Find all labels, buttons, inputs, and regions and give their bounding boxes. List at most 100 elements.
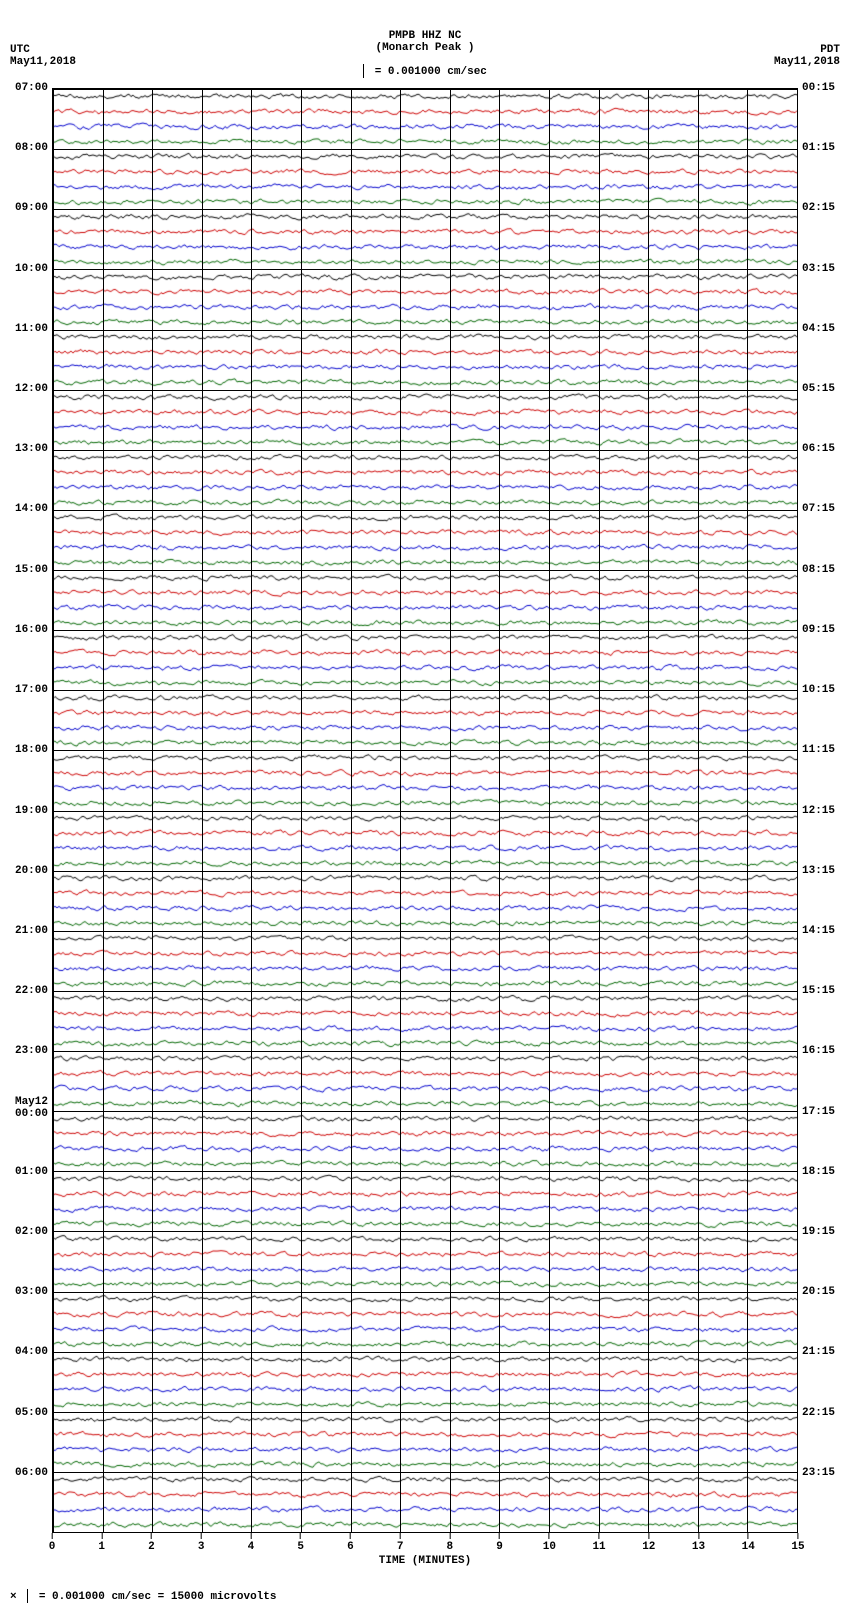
hgrid-line	[53, 390, 797, 391]
footer-prefix: ×	[10, 1591, 17, 1603]
x-tick: 5	[297, 1533, 304, 1553]
tz-right: PDT	[774, 44, 840, 56]
left-time-label: 16:00	[15, 624, 48, 636]
vgrid-line	[797, 89, 798, 1532]
scale-text: = 0.001000 cm/sec	[375, 66, 487, 78]
right-time-label: 00:15	[802, 82, 835, 94]
left-time-label: 12:00	[15, 383, 48, 395]
hgrid-line	[53, 1472, 797, 1473]
scale-legend: = 0.001000 cm/sec	[0, 64, 850, 78]
left-time-label: 23:00	[15, 1045, 48, 1057]
left-time-label: 15:00	[15, 564, 48, 576]
footer-scale: × = 0.001000 cm/sec = 15000 microvolts	[10, 1589, 276, 1603]
x-tick: 12	[642, 1533, 655, 1553]
left-time-labels: 07:0008:0009:0010:0011:0012:0013:0014:00…	[6, 88, 50, 1533]
right-time-label: 08:15	[802, 564, 835, 576]
right-time-label: 09:15	[802, 624, 835, 636]
right-time-label: 05:15	[802, 383, 835, 395]
right-time-label: 02:15	[802, 202, 835, 214]
footer-text: = 0.001000 cm/sec = 15000 microvolts	[39, 1591, 277, 1603]
x-tick: 13	[692, 1533, 705, 1553]
hgrid-line	[53, 991, 797, 992]
hgrid-line	[53, 750, 797, 751]
x-tick: 0	[49, 1533, 56, 1553]
right-time-label: 11:15	[802, 744, 835, 756]
left-time-label: 17:00	[15, 684, 48, 696]
scale-bar-icon	[363, 64, 364, 78]
left-time-label: 09:00	[15, 202, 48, 214]
x-tick: 6	[347, 1533, 354, 1553]
left-time-label: 10:00	[15, 263, 48, 275]
right-time-label: 10:15	[802, 684, 835, 696]
left-time-label: 11:00	[15, 323, 48, 335]
right-time-label: 20:15	[802, 1286, 835, 1298]
hgrid-line	[53, 89, 797, 90]
hgrid-line	[53, 630, 797, 631]
station-code: PMPB HHZ NC	[0, 30, 850, 42]
right-time-label: 12:15	[802, 805, 835, 817]
right-time-label: 17:15	[802, 1106, 835, 1118]
right-time-label: 21:15	[802, 1346, 835, 1358]
seismogram-container: PMPB HHZ NC (Monarch Peak ) UTC May11,20…	[0, 0, 850, 1613]
hgrid-line	[53, 931, 797, 932]
right-time-label: 22:15	[802, 1407, 835, 1419]
hgrid-line	[53, 1111, 797, 1112]
right-time-label: 18:15	[802, 1166, 835, 1178]
hgrid-line	[53, 570, 797, 571]
right-time-label: 13:15	[802, 865, 835, 877]
x-tick: 8	[447, 1533, 454, 1553]
hgrid-line	[53, 1292, 797, 1293]
hgrid-line	[53, 149, 797, 150]
hgrid-line	[53, 811, 797, 812]
hgrid-line	[53, 1231, 797, 1232]
right-time-label: 04:15	[802, 323, 835, 335]
x-tick: 7	[397, 1533, 404, 1553]
hgrid-line	[53, 330, 797, 331]
hgrid-line	[53, 209, 797, 210]
plot-area	[52, 88, 798, 1533]
hgrid-line	[53, 1171, 797, 1172]
x-axis-title: TIME (MINUTES)	[52, 1555, 798, 1567]
x-tick: 3	[198, 1533, 205, 1553]
seismogram-plot	[52, 88, 798, 1533]
left-time-label: 07:00	[15, 82, 48, 94]
right-time-label: 15:15	[802, 985, 835, 997]
hgrid-line	[53, 1051, 797, 1052]
left-time-label: 06:00	[15, 1467, 48, 1479]
hgrid-line	[53, 269, 797, 270]
left-time-label: 05:00	[15, 1407, 48, 1419]
right-time-label: 19:15	[802, 1226, 835, 1238]
left-time-label: 21:00	[15, 925, 48, 937]
left-time-label: May1200:00	[15, 1096, 48, 1120]
hgrid-line	[53, 1352, 797, 1353]
right-time-label: 06:15	[802, 443, 835, 455]
station-location: (Monarch Peak )	[0, 42, 850, 54]
x-tick: 11	[592, 1533, 605, 1553]
left-time-label: 01:00	[15, 1166, 48, 1178]
tz-left: UTC	[10, 44, 76, 56]
x-tick: 9	[496, 1533, 503, 1553]
hgrid-line	[53, 1412, 797, 1413]
left-time-label: 19:00	[15, 805, 48, 817]
left-time-label: 13:00	[15, 443, 48, 455]
footer-bar-icon	[27, 1589, 28, 1603]
x-tick: 10	[543, 1533, 556, 1553]
left-time-label: 03:00	[15, 1286, 48, 1298]
left-time-label: 04:00	[15, 1346, 48, 1358]
header-center: PMPB HHZ NC (Monarch Peak )	[0, 30, 850, 54]
hgrid-line	[53, 871, 797, 872]
x-tick: 1	[98, 1533, 105, 1553]
x-tick: 2	[148, 1533, 155, 1553]
x-tick: 14	[742, 1533, 755, 1553]
left-time-label: 14:00	[15, 503, 48, 515]
x-axis: TIME (MINUTES) 0123456789101112131415	[52, 1533, 798, 1573]
hgrid-line	[53, 690, 797, 691]
left-time-label: 02:00	[15, 1226, 48, 1238]
right-time-label: 03:15	[802, 263, 835, 275]
right-time-label: 16:15	[802, 1045, 835, 1057]
right-time-label: 01:15	[802, 142, 835, 154]
x-tick: 15	[791, 1533, 804, 1553]
left-time-label: 08:00	[15, 142, 48, 154]
left-time-label: 18:00	[15, 744, 48, 756]
right-time-label: 14:15	[802, 925, 835, 937]
